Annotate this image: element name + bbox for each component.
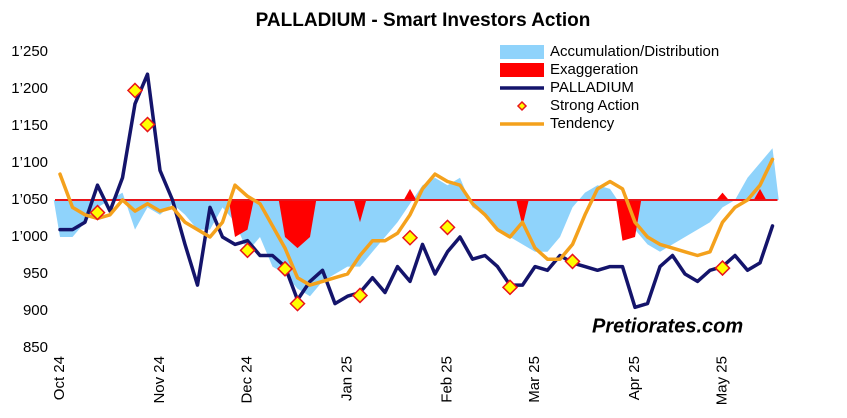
x-tick-label: Nov 24	[151, 356, 168, 404]
plot-area: 850 900 950 1’000 1’050 1’100 1’150 1’200 1’250 O…	[11, 43, 779, 405]
area	[228, 200, 254, 237]
marker	[439, 219, 456, 236]
x-tick-label: Jan 25	[338, 356, 355, 401]
marker	[239, 242, 256, 259]
x-tick-label: Feb 25	[438, 356, 455, 403]
area	[278, 200, 317, 249]
y-tick-label: 900	[23, 302, 48, 319]
y-tick-label: 1’200	[11, 80, 48, 97]
line	[58, 157, 775, 287]
marker	[501, 279, 519, 296]
y-tick-label: 850	[23, 339, 48, 356]
legend-label: Exaggeration	[550, 61, 638, 78]
y-tick-label: 1’050	[11, 191, 48, 208]
area	[716, 192, 729, 200]
marker	[139, 116, 156, 133]
marker	[401, 229, 419, 246]
watermark: Pretiorates.com	[592, 315, 743, 337]
legend-swatch	[516, 100, 528, 112]
area	[353, 200, 367, 223]
area	[403, 188, 417, 200]
marker	[564, 253, 581, 270]
marker	[714, 260, 731, 277]
area	[516, 200, 529, 226]
marker	[126, 82, 144, 99]
legend-label: PALLADIUM	[550, 79, 634, 96]
marker	[89, 204, 106, 221]
legend-swatch	[500, 45, 544, 59]
area	[753, 188, 767, 200]
area	[53, 148, 779, 297]
x-tick-label: Oct 24	[51, 356, 68, 400]
y-tick-label: 950	[23, 265, 48, 282]
legend-label: Tendency	[550, 115, 615, 132]
legend-label: Accumulation/Distribution	[550, 43, 719, 60]
legend-swatch	[500, 63, 544, 77]
legend-label: Strong Action	[550, 97, 639, 114]
marker	[351, 287, 369, 304]
x-tick-label: Dec 24	[238, 356, 255, 404]
x-tick-label: Mar 25	[526, 356, 543, 403]
chart-title: PALLADIUM - Smart Investors Action	[256, 10, 591, 31]
marker	[276, 260, 294, 277]
y-tick-label: 1’000	[11, 228, 48, 245]
x-tick-label: Apr 25	[626, 356, 643, 400]
x-tick-label: May 25	[713, 356, 730, 405]
line	[58, 72, 775, 310]
y-tick-label: 1’250	[11, 43, 48, 60]
marker	[289, 295, 306, 312]
y-tick-label: 1’150	[11, 117, 48, 134]
area	[616, 200, 642, 241]
legend: Accumulation/DistributionExaggerationPAL…	[500, 43, 719, 132]
y-tick-label: 1’100	[11, 154, 48, 171]
